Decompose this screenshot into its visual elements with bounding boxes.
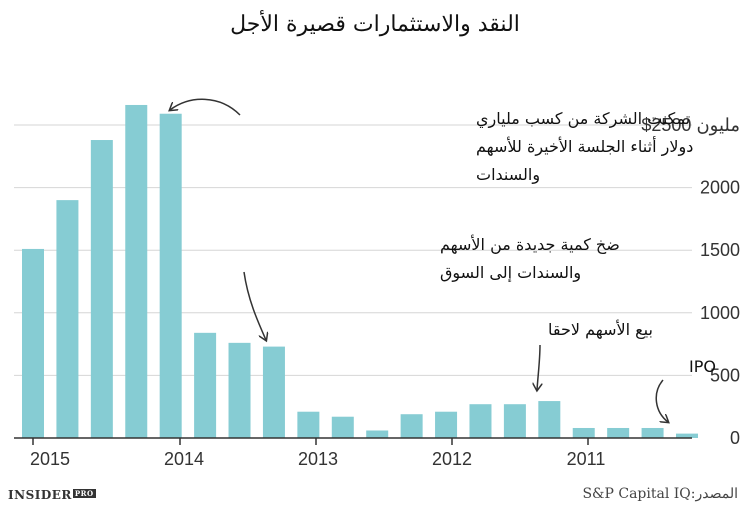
y-tick-label: 2000 <box>700 178 740 198</box>
bar <box>400 414 423 438</box>
annotation-text: بيع الأسهم لاحقا <box>548 319 653 340</box>
y-tick-label: 1500 <box>700 240 740 260</box>
bar <box>435 411 458 438</box>
annotation-text: تمكنت الشركة من كسب ملياري <box>476 109 690 129</box>
x-tick-labels: 2015 2014 2013 2012 2011 <box>30 449 605 469</box>
y-tick-label: 0 <box>730 428 740 448</box>
x-axis <box>14 437 692 445</box>
bar <box>297 411 320 438</box>
bar <box>503 404 526 438</box>
bar <box>125 104 148 438</box>
chart-title: النقد والاستثمارات قصيرة الأجل <box>230 12 520 37</box>
bar <box>538 401 561 438</box>
annotation-text: والسندات إلى السوق <box>440 263 581 283</box>
annotation-text: والسندات <box>476 165 540 185</box>
annotation-arrow <box>537 344 540 390</box>
bar <box>228 342 251 438</box>
bar <box>22 248 44 438</box>
bar <box>194 332 217 438</box>
y-tick-label: 1000 <box>700 303 740 323</box>
annotation-text: ضخ كمية جديدة من الأسهم <box>440 234 620 255</box>
annotation-text: دولار أثناء الجلسة الأخيرة للأسهم <box>476 136 693 157</box>
x-tick-label: 2012 <box>432 449 472 469</box>
x-tick-label: 2011 <box>567 449 606 469</box>
bar <box>331 416 354 438</box>
y-tick-label: 500 <box>710 365 740 385</box>
bar <box>607 427 630 438</box>
annotation-text: IPO <box>689 357 716 376</box>
source-label: S&P Capital IQ:المصدر <box>582 486 738 502</box>
bar <box>676 433 698 438</box>
bar <box>262 346 285 438</box>
annotations: تمكنت الشركة من كسب ملياري دولار أثناء ال… <box>170 98 716 422</box>
annotation-arrow <box>243 271 266 340</box>
y-tick-label: $2500 مليون <box>641 115 740 136</box>
annotation-arrow <box>170 98 241 116</box>
bars <box>22 104 698 439</box>
y-tick-labels: 0 500 1000 1500 2000 $2500 مليون <box>641 115 740 448</box>
annotation-arrow <box>655 379 668 422</box>
bar <box>366 430 389 438</box>
x-tick-label: 2013 <box>298 449 338 469</box>
insider-pro-logo: INSIDER PRO <box>8 488 96 502</box>
bar <box>572 427 595 438</box>
bar <box>469 404 492 438</box>
bar <box>90 140 113 439</box>
x-tick-label: 2015 <box>30 449 70 469</box>
bar <box>159 113 182 439</box>
bar <box>56 200 79 438</box>
bar <box>641 427 664 438</box>
x-tick-label: 2014 <box>164 449 204 469</box>
